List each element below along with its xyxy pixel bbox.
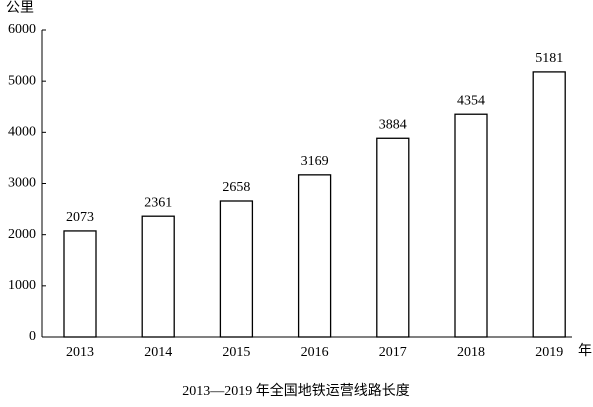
y-tick-label: 6000 [8,22,36,37]
data-label: 5181 [535,51,563,66]
data-label: 2658 [222,180,250,195]
bar [454,113,488,338]
bar [532,71,566,338]
data-label: 4354 [457,93,485,108]
x-tick-label: 2013 [66,345,94,360]
bar [297,174,332,338]
y-tick-label: 1000 [8,278,36,293]
y-axis-label: 公里 [6,1,34,16]
data-label: 3884 [379,117,407,132]
chart-title: 2013—2019 年全国地铁运营线路长度 [182,382,410,399]
bar [376,137,410,338]
x-tick-label: 2018 [457,345,485,360]
y-tick-label: 3000 [8,176,36,191]
y-tick-label: 5000 [8,73,36,88]
bar [141,215,175,338]
x-tick-label: 2015 [222,345,250,360]
bar [219,200,254,338]
y-tick-label: 4000 [8,125,36,140]
data-label: 2361 [144,195,172,210]
y-tick-label: 0 [29,329,36,344]
x-tick-label: 2019 [535,345,563,360]
x-tick-label: 2017 [379,345,407,360]
data-label: 3169 [301,154,329,169]
x-axis-label: 年 [578,343,592,359]
x-tick-label: 2016 [301,345,329,360]
x-tick-label: 2014 [144,345,172,360]
data-label: 2073 [66,210,94,225]
bar [63,230,97,338]
y-tick-label: 2000 [8,227,36,242]
